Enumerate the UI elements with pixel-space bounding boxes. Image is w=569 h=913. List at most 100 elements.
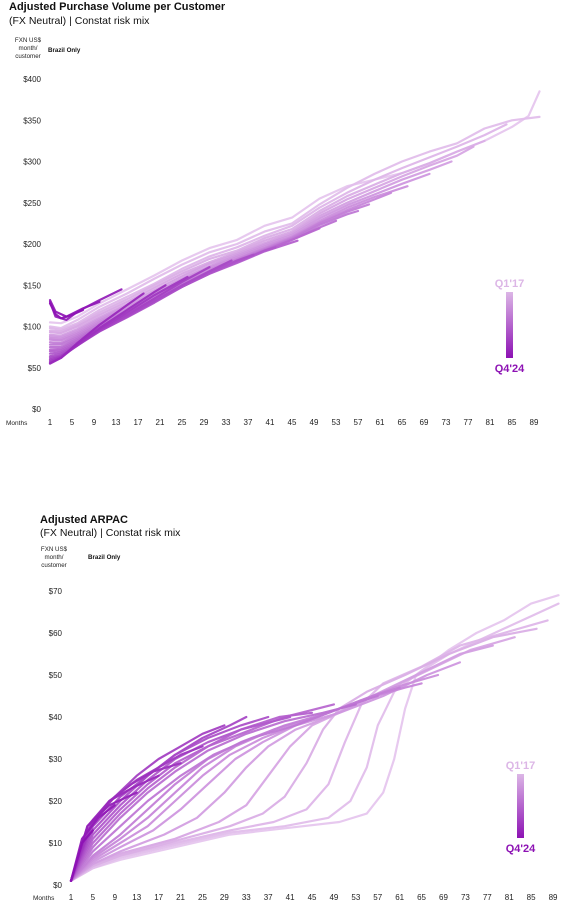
x-tick-label: 25 [178,418,187,427]
x-tick-label: 69 [420,418,429,427]
chart-subtitle: (FX Neutral) | Constat risk mix [9,15,150,27]
series-line [48,292,145,365]
y-tick-label: $350 [23,116,41,125]
y-tick-label: $50 [49,671,63,680]
y-unit-label: FXN US$ month/ customer [14,37,42,60]
x-tick-label: 61 [395,893,404,902]
x-tick-label: 25 [198,893,207,902]
series-line [69,644,494,882]
x-tick-label: 29 [200,418,209,427]
x-tick-label: 21 [156,418,165,427]
x-tick-label: 17 [154,893,163,902]
x-tick-label: 1 [69,893,74,902]
x-tick-label: 89 [549,893,558,902]
series-line [48,115,541,330]
x-tick-label: 81 [486,418,495,427]
region-note: Brazil Only [88,554,121,561]
x-tick-label: 65 [398,418,407,427]
series-line [48,123,508,331]
x-tick-label: 53 [332,418,341,427]
legend-top-label: Q1'17 [495,278,525,290]
y-tick-label: $60 [49,629,63,638]
series-line [48,160,453,337]
purchase-volume-chart: Adjusted Purchase Volume per Customer (F… [0,0,569,440]
legend-bottom-label: Q4'24 [506,843,536,855]
y-tick-label: $400 [23,75,41,84]
x-tick-label: 85 [527,893,536,902]
x-tick-label: 9 [113,893,118,902]
x-tick-label: 77 [483,893,492,902]
y-tick-label: $20 [49,797,63,806]
series-line [69,594,560,882]
x-tick-label: 73 [461,893,470,902]
series-line [48,139,486,333]
y-tick-label: $150 [23,281,41,290]
chart-plot: $0 $50 $100 $150 $200 $250 $300 $350 $400 1 5 9 13 17… [6,75,541,427]
y-tick-label: $0 [32,405,41,414]
x-tick-label: 53 [351,893,360,902]
x-tick-label: 41 [286,893,295,902]
x-tick-label: 81 [505,893,514,902]
series-line [69,829,94,882]
y-tick-label: $300 [23,158,41,167]
y-tick-label: $200 [23,240,41,249]
x-tick-label: 13 [132,893,141,902]
series-line [48,302,85,320]
x-tick-label: 89 [530,418,539,427]
x-tick-label: 1 [48,418,53,427]
series-line [48,191,393,342]
series-line [69,627,538,882]
y-tick-label: $10 [49,839,63,848]
x-tick-label: 21 [176,893,185,902]
x-tick-label: 45 [288,418,297,427]
y-tick-label: $250 [23,199,41,208]
y-tick-label: $70 [49,587,63,596]
x-tick-label: 37 [244,418,253,427]
legend-gradient-bar [506,292,513,358]
y-tick-label: $100 [23,323,41,332]
x-tick-label: 17 [134,418,143,427]
x-tick-label: 69 [439,893,448,902]
arpac-chart: Adjusted ARPAC (FX Neutral) | Constat ri… [0,508,569,913]
x-axis-label: Months [33,895,55,902]
x-tick-label: 33 [222,418,231,427]
x-tick-label: 13 [112,418,121,427]
x-tick-label: 65 [417,893,426,902]
chart-plot: $0 $10 $20 $30 $40 $50 $60 $70 1 5 9 13 17 21 25 29 33 37… [33,587,560,902]
series-line [48,90,541,325]
series-line [48,172,431,339]
x-tick-label: 5 [70,418,75,427]
y-tick-label: $50 [28,364,42,373]
legend-top-label: Q1'17 [506,760,536,772]
x-tick-label: 41 [266,418,275,427]
y-unit-label: FXN US$ month/ customer [40,546,68,569]
legend-bottom-label: Q4'24 [495,363,525,375]
series-line [69,711,314,882]
x-tick-label: 77 [464,418,473,427]
x-tick-label: 57 [354,418,363,427]
x-tick-label: 85 [508,418,517,427]
chart-subtitle: (FX Neutral) | Constat risk mix [40,527,181,539]
chart-title: Adjusted ARPAC [40,514,128,526]
x-tick-label: 29 [220,893,229,902]
y-tick-label: $30 [49,755,63,764]
legend-gradient-bar [517,774,524,838]
x-tick-label: 73 [442,418,451,427]
x-tick-label: 9 [92,418,97,427]
x-tick-label: 37 [264,893,273,902]
x-tick-label: 61 [376,418,385,427]
x-tick-label: 5 [91,893,96,902]
x-tick-label: 49 [329,893,338,902]
x-tick-label: 57 [373,893,382,902]
x-axis-label: Months [6,420,28,427]
chart-title: Adjusted Purchase Volume per Customer [9,1,226,13]
series-line [69,703,357,882]
x-tick-label: 49 [310,418,319,427]
region-note: Brazil Only [48,47,81,54]
y-tick-label: $40 [49,713,63,722]
series-line [48,145,475,335]
x-tick-label: 45 [308,893,317,902]
series-line [69,694,379,882]
x-tick-label: 33 [242,893,251,902]
series-line [69,661,461,882]
